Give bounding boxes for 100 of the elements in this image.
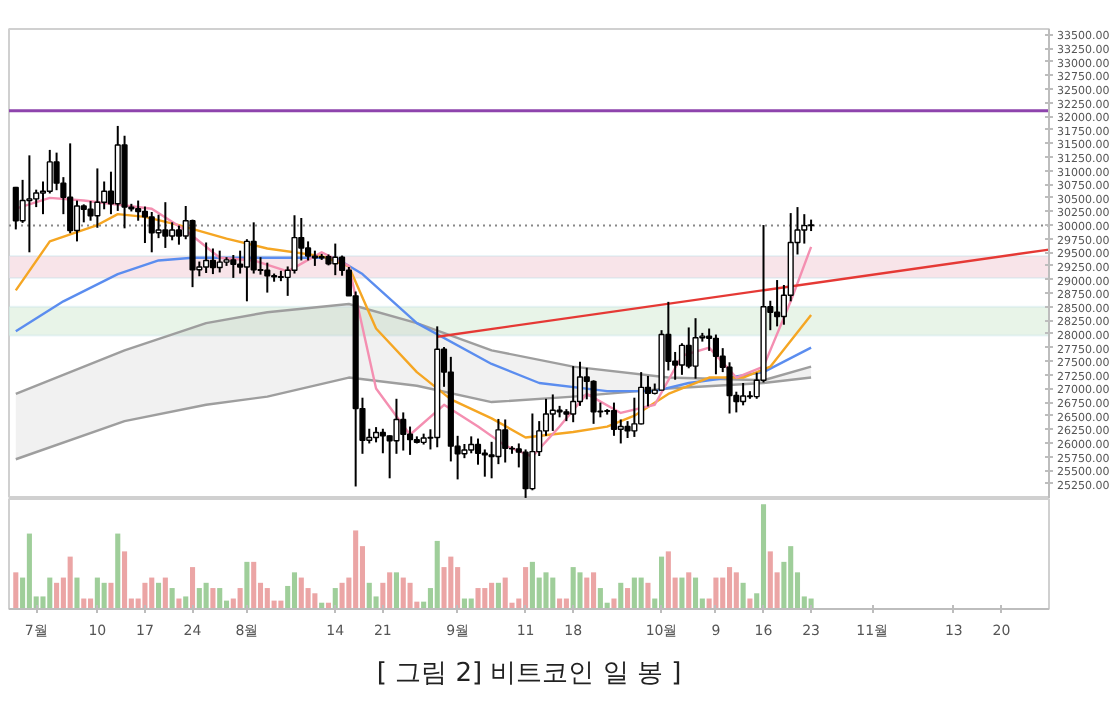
candlestick <box>570 365 577 424</box>
bar <box>577 572 583 609</box>
bar <box>162 577 168 609</box>
bar <box>434 540 440 609</box>
bar <box>400 577 406 609</box>
bar <box>298 577 304 609</box>
candlestick <box>175 224 183 246</box>
candlestick <box>209 247 216 276</box>
candlestick <box>155 213 162 240</box>
bar <box>529 561 535 609</box>
bar <box>584 577 590 609</box>
candlestick <box>502 418 509 464</box>
bar <box>251 561 257 609</box>
bar <box>122 551 128 609</box>
bar <box>726 567 733 609</box>
candlestick <box>264 261 271 294</box>
bar <box>591 572 597 609</box>
candlestick <box>332 242 339 277</box>
candlestick <box>216 249 223 274</box>
candlestick <box>692 317 699 380</box>
bar <box>550 577 556 609</box>
candlestick <box>87 200 94 222</box>
bar <box>13 572 19 609</box>
candlestick <box>549 393 556 432</box>
bar <box>203 582 209 609</box>
bar <box>217 588 223 609</box>
bar <box>489 582 495 609</box>
candlestick <box>141 205 149 245</box>
candlestick <box>203 241 210 274</box>
bar <box>237 588 243 609</box>
bar <box>339 582 345 609</box>
bar <box>638 577 644 609</box>
candlestick <box>94 167 101 229</box>
bar <box>631 577 637 609</box>
bar <box>740 582 746 609</box>
bar <box>47 577 53 609</box>
candlestick <box>243 238 250 303</box>
candlestick <box>26 154 33 254</box>
bar <box>169 588 175 609</box>
bar <box>767 551 773 609</box>
bar <box>101 582 107 609</box>
bar <box>686 572 692 609</box>
bar <box>189 567 196 609</box>
bar <box>543 572 549 609</box>
bar <box>387 572 393 609</box>
candlestick <box>73 199 81 243</box>
candlestick <box>617 418 624 445</box>
bar <box>393 572 399 609</box>
bar <box>679 577 685 609</box>
bar <box>264 588 270 609</box>
bar <box>67 556 73 609</box>
candlestick <box>774 279 781 328</box>
candlestick <box>740 382 747 407</box>
candlestick <box>230 254 237 279</box>
bar <box>74 577 80 609</box>
bar <box>244 561 250 609</box>
candlestick <box>162 201 169 249</box>
bar <box>210 588 216 609</box>
text: [ 그림 2] 비트코인 일 봉 ] <box>376 659 682 689</box>
bar <box>407 582 413 609</box>
bar <box>54 582 60 609</box>
bar <box>713 577 719 609</box>
bar <box>475 588 481 609</box>
bar <box>149 577 155 609</box>
bar <box>183 596 189 609</box>
bar <box>366 582 372 609</box>
bar <box>196 588 202 609</box>
bar <box>597 588 603 609</box>
bar <box>312 593 318 609</box>
bar <box>495 582 501 609</box>
candlestick <box>67 142 74 235</box>
bar <box>625 588 631 609</box>
bar <box>645 582 651 609</box>
candlestick <box>400 411 407 452</box>
bar <box>353 530 359 609</box>
bar <box>26 533 32 609</box>
candlestick <box>379 427 386 455</box>
bar <box>788 546 794 609</box>
bar <box>115 533 121 609</box>
candlestick <box>685 326 692 370</box>
bar <box>618 582 624 609</box>
bar <box>659 556 665 609</box>
bar <box>291 572 298 609</box>
bar <box>733 572 739 609</box>
bar <box>523 567 529 609</box>
candlestick <box>393 397 400 455</box>
candlestick <box>712 333 720 376</box>
bar <box>108 582 114 609</box>
bar <box>692 577 699 609</box>
candlestick <box>12 185 19 231</box>
bar <box>448 556 454 609</box>
bar <box>482 588 488 609</box>
candlestick <box>148 210 155 254</box>
bar <box>155 582 162 609</box>
candlestick <box>522 448 529 498</box>
candlestick <box>237 249 244 275</box>
candlestick <box>610 401 618 437</box>
bar <box>665 551 671 609</box>
bar <box>760 504 767 609</box>
candlestick <box>529 412 536 492</box>
